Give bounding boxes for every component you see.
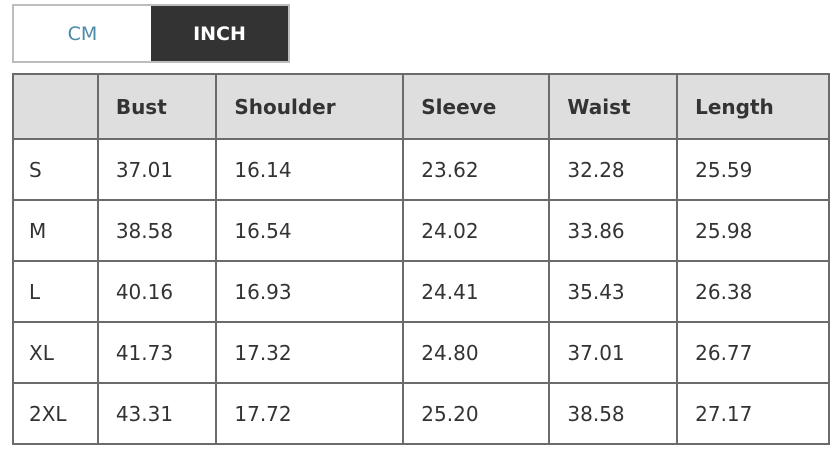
size-label: S [12, 138, 99, 201]
measurement-cell: 25.98 [676, 199, 830, 262]
inch-button[interactable]: INCH [151, 6, 288, 61]
header-row: Bust Shoulder Sleeve Waist Length [12, 73, 830, 140]
measurement-cell: 35.43 [548, 260, 679, 323]
measurement-cell: 40.16 [96, 260, 218, 323]
size-label: XL [12, 321, 99, 384]
column-header: Bust [96, 73, 218, 140]
size-label: L [12, 260, 99, 323]
measurement-cell: 37.01 [548, 321, 679, 384]
size-chart-table: Bust Shoulder Sleeve Waist Length S 37.01 16.1… [12, 73, 830, 445]
measurement-cell: 37.01 [96, 138, 218, 201]
measurement-cell: 25.59 [676, 138, 830, 201]
table-row: S 37.01 16.14 23.62 32.28 25.59 [12, 138, 830, 201]
measurement-cell: 24.02 [402, 199, 551, 262]
measurement-cell: 25.20 [402, 382, 551, 445]
measurement-cell: 17.32 [215, 321, 405, 384]
column-header: Shoulder [215, 73, 405, 140]
measurement-cell: 27.17 [676, 382, 830, 445]
measurement-cell: 26.77 [676, 321, 830, 384]
size-label: 2XL [12, 382, 99, 445]
measurement-cell: 38.58 [96, 199, 218, 262]
measurement-cell: 16.93 [215, 260, 405, 323]
table-row: M 38.58 16.54 24.02 33.86 25.98 [12, 199, 830, 262]
cm-button[interactable]: CM [14, 6, 151, 61]
measurement-cell: 24.80 [402, 321, 551, 384]
measurement-cell: 32.28 [548, 138, 679, 201]
table-row: 2XL 43.31 17.72 25.20 38.58 27.17 [12, 382, 830, 445]
measurement-cell: 26.38 [676, 260, 830, 323]
column-header: Waist [548, 73, 679, 140]
table-row: XL 41.73 17.32 24.80 37.01 26.77 [12, 321, 830, 384]
table-row: L 40.16 16.93 24.41 35.43 26.38 [12, 260, 830, 323]
measurement-cell: 17.72 [215, 382, 405, 445]
unit-toggle: CM INCH [12, 4, 290, 63]
measurement-cell: 33.86 [548, 199, 679, 262]
measurement-cell: 16.54 [215, 199, 405, 262]
measurement-cell: 23.62 [402, 138, 551, 201]
measurement-cell: 38.58 [548, 382, 679, 445]
measurement-cell: 41.73 [96, 321, 218, 384]
size-label: M [12, 199, 99, 262]
column-header: Length [676, 73, 830, 140]
measurement-cell: 16.14 [215, 138, 405, 201]
column-header [12, 73, 99, 140]
measurement-cell: 24.41 [402, 260, 551, 323]
measurement-cell: 43.31 [96, 382, 218, 445]
column-header: Sleeve [402, 73, 551, 140]
